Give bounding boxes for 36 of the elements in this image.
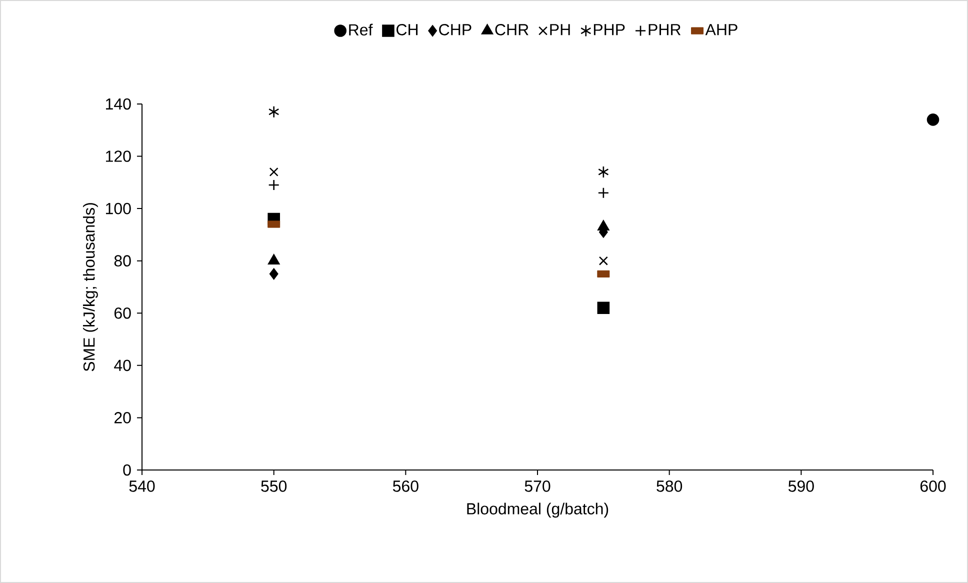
point	[268, 254, 280, 264]
x-tick-label: 580	[656, 480, 682, 492]
point	[598, 220, 610, 231]
point	[268, 179, 280, 191]
x-tick-label: 550	[261, 480, 287, 492]
y-tick-label: 80	[114, 255, 131, 267]
point	[598, 187, 610, 199]
point	[269, 167, 278, 176]
point	[598, 166, 609, 178]
y-tick-label: 20	[114, 412, 131, 424]
y-tick-label: 120	[106, 150, 131, 162]
legend-label: CHR	[495, 24, 528, 36]
y-tick-label: 60	[114, 307, 131, 319]
legend-label: PH	[550, 24, 570, 36]
y-tick-label: 40	[114, 360, 131, 372]
y-axis-title: SME (kJ/kg; thousands)	[83, 203, 98, 372]
x-tick-label: 540	[129, 480, 155, 492]
legend-label: AHP	[705, 24, 738, 36]
legend-label: PHR	[648, 24, 681, 36]
y-tick-label: 0	[123, 464, 131, 476]
x-tick-label: 560	[392, 480, 418, 492]
x-axis-title: Bloodmeal (g/batch)	[467, 502, 608, 518]
point	[597, 302, 610, 314]
point	[269, 268, 278, 280]
point	[268, 106, 280, 118]
point	[598, 256, 608, 266]
legend-label: CHP	[439, 24, 472, 36]
legend-label: CH	[396, 24, 418, 36]
legend-label: PHP	[594, 24, 625, 36]
y-tick-label: 100	[106, 202, 131, 214]
y-tick-label: 140	[106, 98, 131, 110]
point	[926, 114, 940, 126]
x-tick-label: 590	[788, 480, 814, 492]
x-tick-label: 600	[920, 480, 946, 492]
x-tick-label: 570	[524, 480, 550, 492]
legend-label: Ref	[349, 24, 373, 36]
